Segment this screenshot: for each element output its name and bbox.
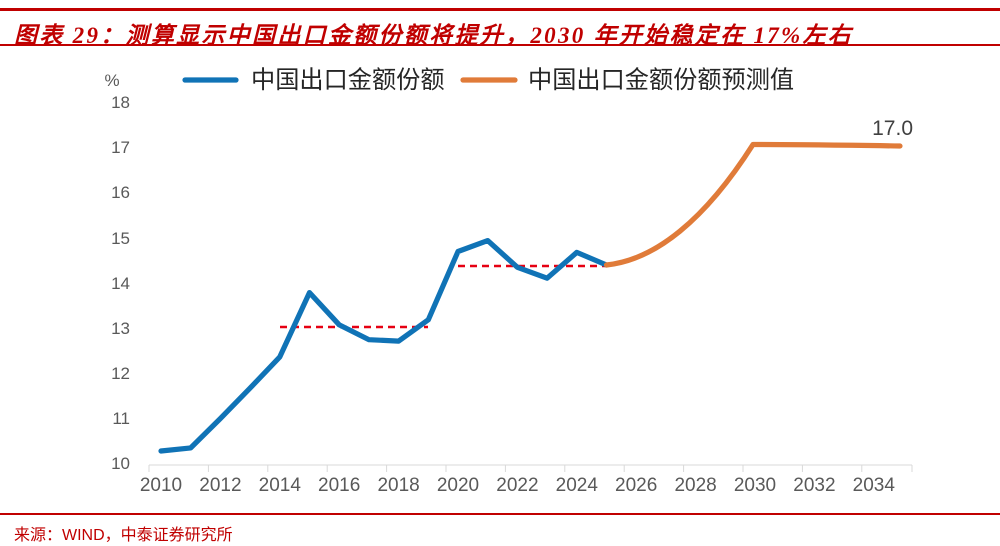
svg-text:15: 15 (111, 229, 130, 248)
svg-text:2016: 2016 (318, 475, 360, 496)
svg-text:2026: 2026 (615, 475, 657, 496)
svg-text:中国出口金额份额: 中国出口金额份额 (251, 67, 445, 94)
svg-text:11: 11 (112, 409, 130, 428)
svg-text:17.0: 17.0 (872, 117, 913, 140)
svg-text:14: 14 (111, 274, 130, 293)
svg-text:12: 12 (111, 364, 130, 383)
svg-text:2014: 2014 (259, 475, 302, 496)
svg-text:13: 13 (111, 319, 130, 338)
svg-text:2028: 2028 (674, 475, 716, 496)
svg-text:2024: 2024 (556, 475, 599, 496)
svg-text:2022: 2022 (496, 475, 538, 496)
svg-text:2012: 2012 (199, 475, 241, 496)
svg-text:16: 16 (111, 183, 130, 202)
svg-text:17: 17 (111, 138, 130, 157)
svg-text:2030: 2030 (734, 475, 776, 496)
svg-text:2034: 2034 (853, 475, 896, 496)
svg-text:2018: 2018 (377, 475, 419, 496)
svg-text:2032: 2032 (793, 475, 835, 496)
svg-text:2010: 2010 (140, 475, 182, 496)
svg-text:2020: 2020 (437, 475, 479, 496)
svg-text:10: 10 (111, 454, 130, 473)
svg-text:中国出口金额份额预测值: 中国出口金额份额预测值 (528, 67, 794, 94)
